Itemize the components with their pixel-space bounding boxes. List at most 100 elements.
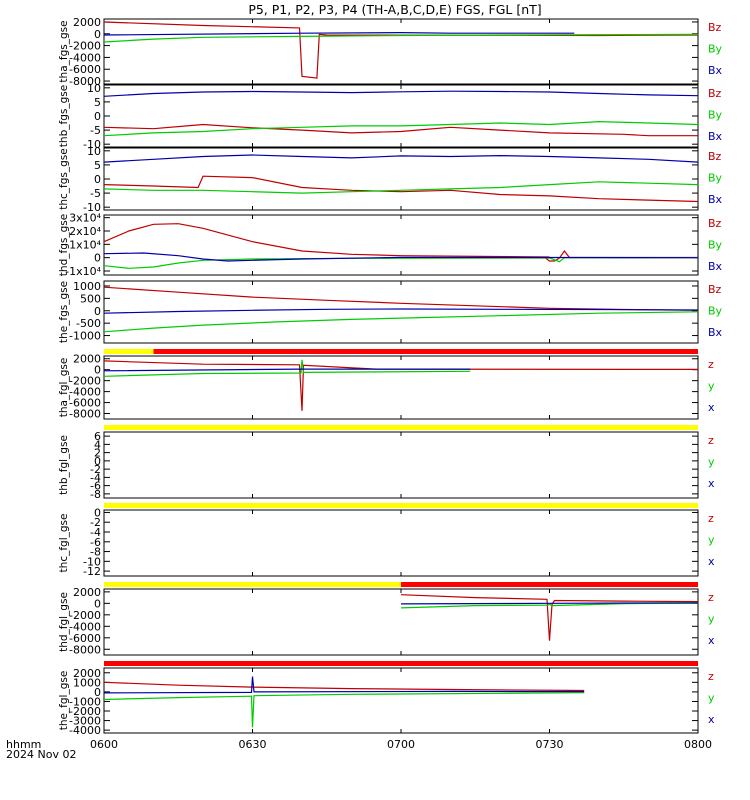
legend-y: y xyxy=(708,456,715,469)
panel-frame xyxy=(103,280,699,344)
series-z xyxy=(103,681,585,692)
y-tick-label: -4 xyxy=(90,526,101,539)
series-bz xyxy=(103,286,699,311)
y-tick-label: 1x10⁴ xyxy=(69,238,102,251)
y-tick-label: -6 xyxy=(90,536,101,549)
legend-bz: Bz xyxy=(708,217,722,230)
y-tick-label: 2000 xyxy=(73,353,101,366)
legend-y: y xyxy=(708,380,715,393)
y-tick-label: 2000 xyxy=(73,667,101,680)
y-tick-label: -2000 xyxy=(69,40,101,53)
x-tick-label: 0600 xyxy=(90,738,118,751)
time-axis: 0600 0630 0700 0730 0800 xyxy=(90,738,712,751)
legend-x: x xyxy=(708,713,715,726)
panel-the_fgl_gse: 200010000-1000-2000-3000-4000the_fgl_gse… xyxy=(58,661,715,737)
panel-frame xyxy=(103,214,699,276)
series-bx xyxy=(103,90,699,97)
y-tick-label: -8000 xyxy=(69,408,101,421)
series-bx xyxy=(103,308,699,314)
y-tick-label: 10 xyxy=(87,145,101,158)
panel-frame xyxy=(103,588,699,656)
series-bx xyxy=(103,252,699,262)
series-x xyxy=(103,676,585,694)
x-tick-label: 0800 xyxy=(684,738,712,751)
legend-bx: Bx xyxy=(708,260,723,273)
panel-frame xyxy=(103,431,699,499)
series-z xyxy=(400,594,699,641)
y-axis-label: tha_fgs_gse xyxy=(58,20,70,82)
y-tick-label: 1000 xyxy=(73,280,101,293)
legend-bz: Bz xyxy=(708,87,722,100)
y-tick-label: -5 xyxy=(90,187,101,200)
y-tick-label: 5 xyxy=(94,96,101,109)
y-tick-label: 0 xyxy=(94,686,101,699)
y-tick-label: -10 xyxy=(83,555,101,568)
series-bz xyxy=(103,21,699,79)
y-tick-label: 0 xyxy=(94,506,101,519)
y-tick-label: -6000 xyxy=(69,397,101,410)
ephemeris-bar-yellow xyxy=(104,349,154,354)
y-tick-label: -3000 xyxy=(69,715,101,728)
y-tick-label: -1x10⁴ xyxy=(65,265,101,278)
y-tick-label: 2000 xyxy=(73,586,101,599)
legend-by: By xyxy=(708,172,723,185)
time-axis-label: hhmm xyxy=(6,738,41,751)
y-axis-label: thd_fgs_gse xyxy=(58,214,70,276)
y-tick-label: 10 xyxy=(87,82,101,95)
y-tick-label: 0 xyxy=(94,364,101,377)
legend-bz: Bz xyxy=(708,283,722,296)
series-by xyxy=(103,120,699,137)
y-tick-label: -2000 xyxy=(69,609,101,622)
y-tick-label: -4 xyxy=(90,471,101,484)
y-tick-label: 0 xyxy=(94,597,101,610)
panel-frame xyxy=(103,355,699,420)
plot-title: P5, P1, P2, P3, P4 (TH-A,B,C,D,E) FGS, F… xyxy=(248,2,541,17)
legend-by: By xyxy=(708,239,723,252)
legend-z: z xyxy=(708,512,714,525)
y-tick-label: 6 xyxy=(94,430,101,443)
x-tick-label: 0730 xyxy=(536,738,564,751)
x-tick-label: 0630 xyxy=(239,738,267,751)
legend-y: y xyxy=(708,692,715,705)
panel-frame xyxy=(103,667,699,734)
y-tick-label: 0 xyxy=(94,252,101,265)
legend-bz: Bz xyxy=(708,21,722,34)
legend-bx: Bx xyxy=(708,193,723,206)
ephemeris-bar-yellow xyxy=(104,425,698,430)
legend-by: By xyxy=(708,305,723,318)
y-tick-label: 500 xyxy=(80,292,101,305)
panel-frame xyxy=(103,509,699,577)
y-axis-label: thb_fgs_gse xyxy=(58,85,70,147)
y-tick-label: 0 xyxy=(94,455,101,468)
y-tick-label: 2x10⁴ xyxy=(69,225,102,238)
ephemeris-bar-red xyxy=(104,661,698,666)
y-tick-label: -5 xyxy=(90,124,101,137)
y-tick-label: 0 xyxy=(94,173,101,186)
legend-y: y xyxy=(708,534,715,547)
panel-thc_fgl_gse: 0-2-4-6-8-10-12 thc_fgl_gse zyx xyxy=(58,503,715,578)
y-tick-label: -4000 xyxy=(69,386,101,399)
y-axis-label: the_fgs_gse xyxy=(58,281,70,343)
date-label: 2024 Nov 02 xyxy=(6,748,76,761)
y-tick-label: -6000 xyxy=(69,63,101,76)
y-tick-label: -10 xyxy=(83,201,101,214)
series-y xyxy=(103,692,585,728)
y-axis-label: the_fgl_gse xyxy=(58,671,70,731)
legend-z: z xyxy=(708,434,714,447)
y-tick-label: -8000 xyxy=(69,75,101,88)
y-axis-label: thb_fgl_gse xyxy=(58,435,70,495)
y-tick-label: 0 xyxy=(94,305,101,318)
y-tick-label: 1000 xyxy=(73,676,101,689)
series-by xyxy=(103,181,699,194)
series-by xyxy=(103,33,699,43)
legend-x: x xyxy=(708,555,715,568)
y-tick-label: 0 xyxy=(94,110,101,123)
y-axis-label: tha_fgl_gse xyxy=(58,358,70,418)
y-tick-label: -6 xyxy=(90,480,101,493)
